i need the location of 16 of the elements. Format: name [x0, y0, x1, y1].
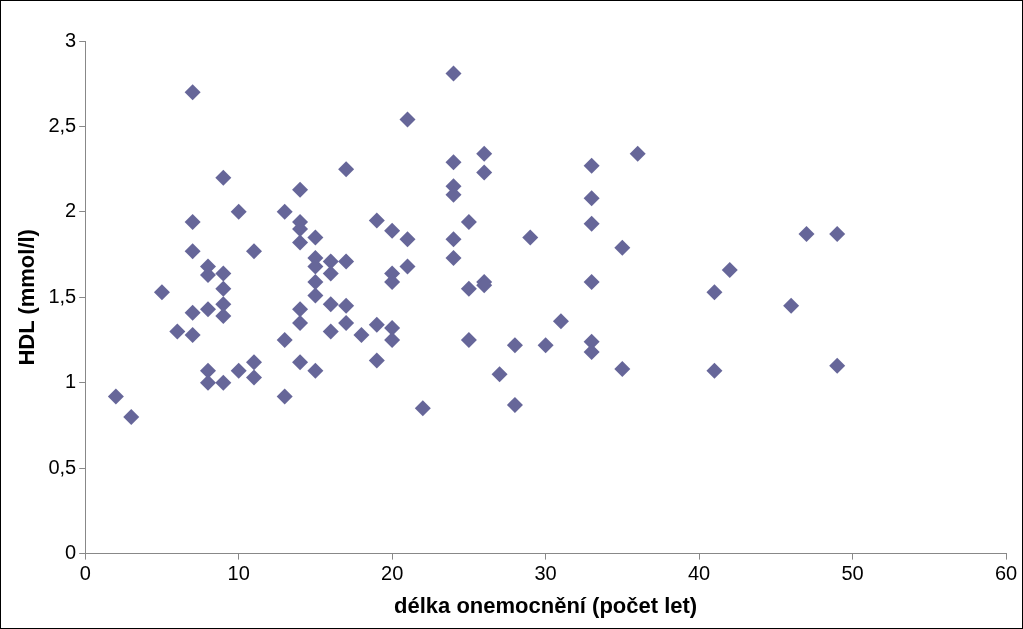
- x-tick-label: 40: [687, 562, 711, 585]
- x-tick-label: 50: [841, 562, 864, 585]
- y-tick-label: 1,5: [48, 284, 77, 307]
- y-tick-label: 0: [65, 541, 77, 564]
- y-tick-label: 0,5: [48, 455, 77, 478]
- y-axis-title: HDL (mmol/l): [14, 229, 40, 366]
- x-tick-label: 0: [79, 562, 91, 585]
- x-tick-label: 30: [534, 562, 557, 585]
- y-tick-label: 2,5: [48, 113, 77, 136]
- y-tick-label: 3: [65, 28, 77, 51]
- x-axis-title: délka onemocnění (počet let): [394, 592, 698, 618]
- y-tick-label: 1: [65, 370, 77, 393]
- y-tick-label: 2: [65, 199, 77, 222]
- x-tick-label: 10: [227, 562, 250, 585]
- x-tick-label: 20: [381, 562, 404, 585]
- x-tick-label: 60: [994, 562, 1018, 585]
